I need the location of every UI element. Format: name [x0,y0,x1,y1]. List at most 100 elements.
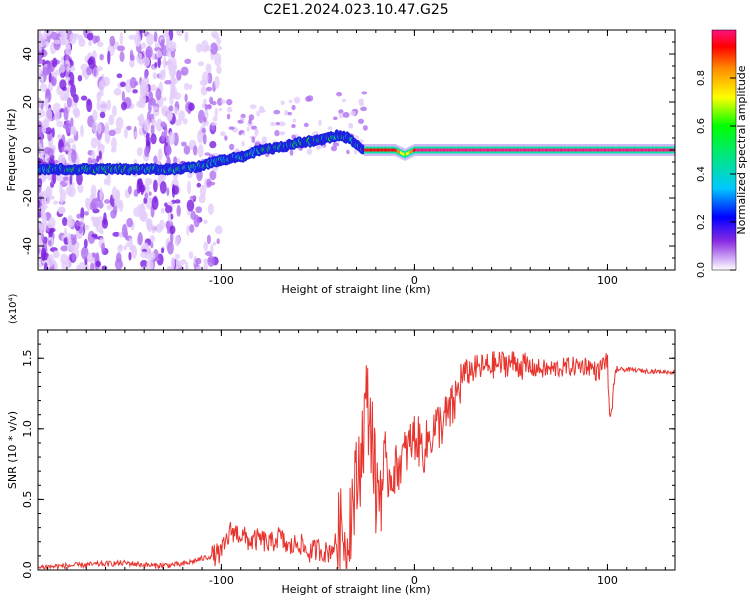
track-core [661,148,664,152]
colorbar-tick-label: 0.8 [696,70,707,86]
track-core [578,148,580,152]
track-core [373,148,375,152]
noise-blob [130,63,134,68]
noise-blob [121,224,128,238]
track-core [520,148,523,152]
noise-blob [44,127,53,135]
track-core [511,148,513,152]
track-core [479,148,482,152]
track-core [585,148,587,152]
track-core [455,148,458,152]
noise-blob [187,172,193,179]
track-core [435,148,438,152]
track-core [584,148,586,152]
noise-blob [109,35,116,47]
track-core [549,148,552,152]
noise-blob [67,232,72,245]
track-core [629,148,631,152]
y-tick-label: 0 [21,147,34,154]
noise-blob [226,106,233,113]
track-core [592,148,594,152]
noise-blob [114,197,119,207]
noise-blob [275,121,280,126]
noise-blob [137,178,143,186]
track-core [540,148,542,152]
noise-blob [148,91,154,103]
noise-blob [206,178,212,188]
noise-blob [72,107,80,117]
track-core [586,148,589,152]
noise-blob [60,253,69,265]
noise-blob [143,56,150,67]
track-core [382,148,385,152]
track-core [550,148,553,152]
noise-blob [46,188,51,203]
noise-blob [143,81,149,95]
noise-blob [143,197,148,204]
noise-blob [134,131,138,139]
spectrogram-panel: -100 0 100 -40 -20 0 20 40 Height of straight l… [5,29,676,296]
noise-blob [57,133,62,140]
track-core [572,148,575,152]
noise-blob [119,81,126,88]
noise-blob [198,109,205,124]
noise-blob [90,198,99,210]
noise-blob [217,97,223,106]
track-core [591,148,593,152]
noise-blob [204,152,211,156]
noise-blob [160,39,165,50]
track-core [606,148,608,152]
track-core [513,148,516,152]
track-core [441,148,444,152]
noise-blob [209,140,217,149]
noise-blob [137,206,146,212]
x-tick-label: 0 [411,574,418,587]
track-core [449,148,452,152]
track-core [529,148,532,152]
track-core [391,148,394,152]
noise-blob [99,53,104,61]
noise-blob [47,254,54,267]
noise-blob [44,98,49,111]
spectrogram-noise [38,30,368,270]
noise-blob [161,107,167,117]
noise-blob [164,205,173,214]
noise-blob [84,211,89,216]
noise-blob [61,217,68,227]
noise-blob [211,101,217,106]
track-core [594,148,597,152]
noise-blob [124,127,128,139]
noise-blob [116,202,123,209]
track-core [423,148,425,152]
noise-blob [45,108,53,123]
noise-blob [101,242,106,254]
track-core [556,148,558,152]
track-core [413,148,416,152]
noise-blob [111,186,118,200]
noise-blob [172,57,177,70]
track-core [442,148,445,152]
noise-blob [120,101,127,111]
track-core [642,148,644,152]
track-core [571,148,574,152]
noise-blob [76,213,82,219]
noise-blob [44,40,50,47]
noise-blob [158,70,166,81]
track-core [448,148,451,152]
noise-blob [99,100,108,113]
noise-blob [96,155,100,162]
noise-blob [70,117,74,127]
noise-blob [170,256,176,270]
noise-blob [65,89,70,100]
track-core [453,148,455,152]
track-core [417,148,419,152]
noise-blob [188,83,193,90]
track-core [545,148,548,152]
track-core [558,148,561,152]
x-tick-label: 100 [597,574,618,587]
noise-blob [161,131,166,142]
noise-blob [212,33,220,40]
track-core [410,150,413,154]
noise-blob [348,122,354,129]
noise-blob [332,116,338,121]
